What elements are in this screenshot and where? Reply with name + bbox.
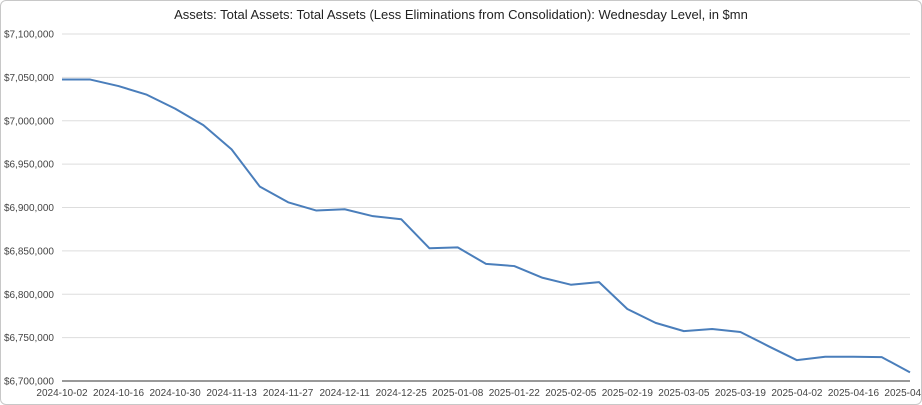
x-tick-label: 2024-11-13 bbox=[206, 388, 257, 399]
y-tick-label: $6,700,000 bbox=[4, 377, 54, 388]
x-tick-label: 2024-12-25 bbox=[376, 388, 428, 399]
x-tick-label: 2024-10-02 bbox=[36, 388, 88, 399]
x-tick-label: 2024-12-11 bbox=[319, 388, 370, 399]
x-tick-label: 2024-10-16 bbox=[93, 388, 145, 399]
chart-title: Assets: Total Assets: Total Assets (Less… bbox=[174, 7, 748, 22]
y-tick-label: $6,800,000 bbox=[4, 290, 54, 301]
x-tick-label: 2025-01-08 bbox=[432, 388, 484, 399]
series-line bbox=[62, 78, 911, 374]
x-tick-label: 2025-03-05 bbox=[658, 388, 710, 399]
x-tick-label: 2025-04-30 bbox=[884, 388, 921, 399]
x-tick-label: 2025-02-05 bbox=[545, 388, 597, 399]
x-tick-label: 2024-10-30 bbox=[149, 388, 201, 399]
x-tick-label: 2025-03-19 bbox=[715, 388, 767, 399]
y-tick-label: $6,750,000 bbox=[4, 333, 54, 344]
x-tick-label: 2025-01-22 bbox=[489, 388, 541, 399]
x-tick-label: 2025-02-19 bbox=[602, 388, 654, 399]
x-tick-label: 2025-04-16 bbox=[828, 388, 880, 399]
y-tick-label: $7,100,000 bbox=[4, 30, 54, 41]
y-tick-label: $6,850,000 bbox=[4, 246, 54, 257]
x-tick-label: 2025-04-02 bbox=[771, 388, 823, 399]
x-tick-label: 2024-11-27 bbox=[263, 388, 314, 399]
y-tick-label: $7,000,000 bbox=[4, 116, 54, 127]
y-tick-label: $7,050,000 bbox=[4, 73, 54, 84]
y-tick-label: $6,950,000 bbox=[4, 160, 54, 171]
y-tick-label: $6,900,000 bbox=[4, 203, 54, 214]
